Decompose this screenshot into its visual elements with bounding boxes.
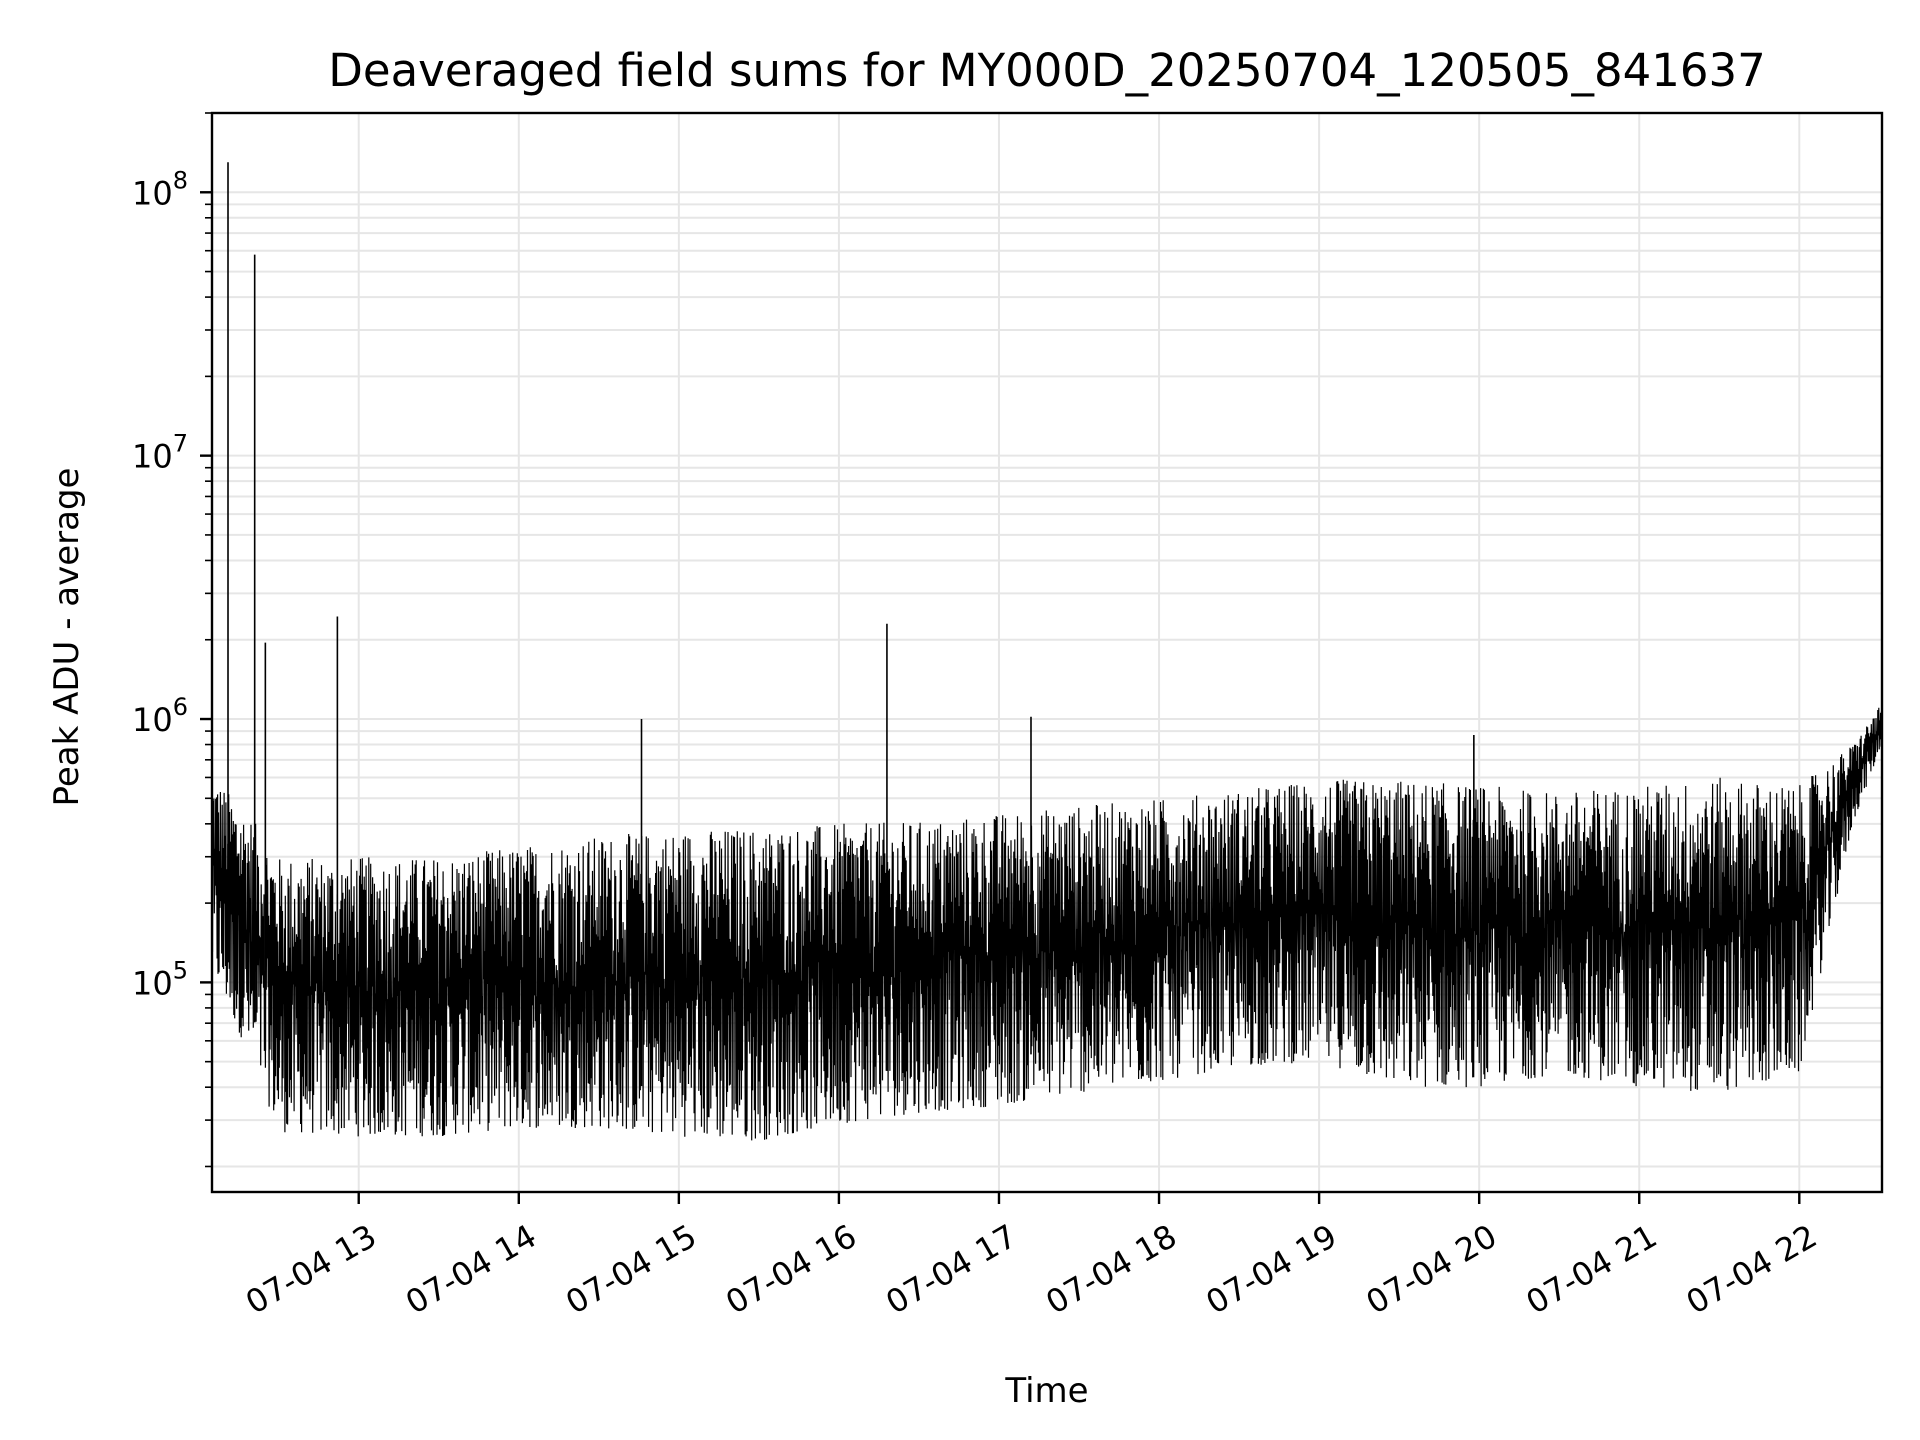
- y-tick-label: 105: [132, 956, 188, 1002]
- series-layer: [211, 162, 1883, 1141]
- plot-frame: [210, 111, 1884, 1194]
- y-axis-title: Peak ADU - average: [47, 468, 87, 807]
- series-line: [211, 707, 1883, 1141]
- y-axis: 105 106 107 108: [132, 112, 212, 1168]
- y-tick-label: 108: [132, 166, 188, 212]
- y-tick-label: 106: [132, 693, 188, 739]
- chart-title: Deaveraged field sums for MY000D_2025070…: [328, 44, 1766, 97]
- y-tick-label: 107: [132, 430, 188, 476]
- x-axis-title: Time: [1004, 1371, 1088, 1411]
